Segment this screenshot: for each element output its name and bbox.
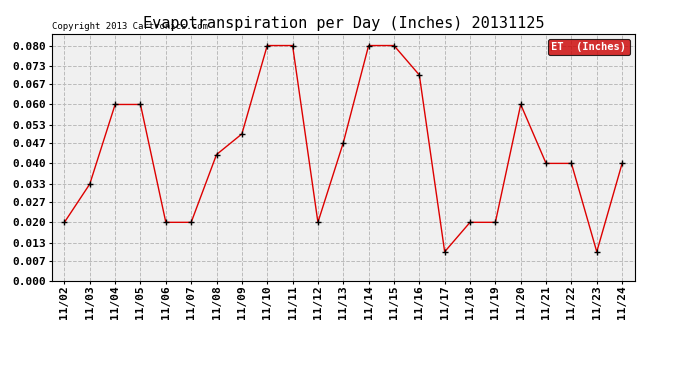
Legend: ET  (Inches): ET (Inches) — [549, 39, 629, 55]
Text: Copyright 2013 Cartronics.com: Copyright 2013 Cartronics.com — [52, 22, 208, 31]
Title: Evapotranspiration per Day (Inches) 20131125: Evapotranspiration per Day (Inches) 2013… — [143, 16, 544, 31]
